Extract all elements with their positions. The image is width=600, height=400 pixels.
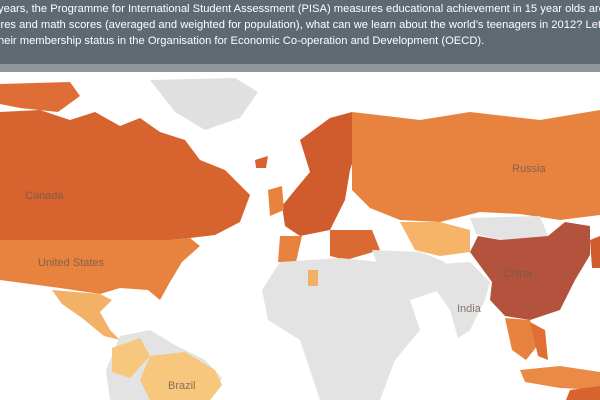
country (308, 270, 318, 286)
country (282, 112, 360, 236)
country (400, 222, 470, 256)
map-label: Canada (25, 190, 64, 202)
map-label: Brazil (168, 380, 196, 392)
country (530, 322, 548, 360)
intro-line: years, the Programme for International S… (0, 3, 600, 15)
country (505, 318, 538, 360)
country (470, 222, 590, 320)
country (150, 78, 258, 130)
header: years, the Programme for International S… (0, 0, 600, 64)
country (278, 236, 302, 262)
country (52, 290, 120, 340)
map-label: United States (38, 257, 105, 269)
country (0, 238, 200, 300)
map-label: China (503, 268, 533, 280)
country (262, 258, 420, 400)
country (470, 216, 548, 240)
country (566, 386, 600, 400)
map-label: Russia (512, 163, 547, 175)
country (520, 366, 600, 390)
country (0, 110, 250, 240)
country (352, 110, 600, 222)
country (590, 236, 600, 268)
country (0, 82, 80, 112)
world-map: Canada United States Russia China India … (0, 72, 600, 400)
country (255, 156, 268, 168)
header-divider (0, 64, 600, 72)
country (372, 250, 445, 300)
country (436, 262, 490, 338)
country (140, 352, 222, 400)
map-label: India (457, 303, 482, 315)
country (268, 186, 284, 216)
country (330, 230, 380, 260)
intro-line: heir membership status in the Organisati… (0, 35, 485, 47)
intro-line: ires and math scores (averaged and weigh… (0, 19, 600, 31)
country (112, 338, 150, 378)
